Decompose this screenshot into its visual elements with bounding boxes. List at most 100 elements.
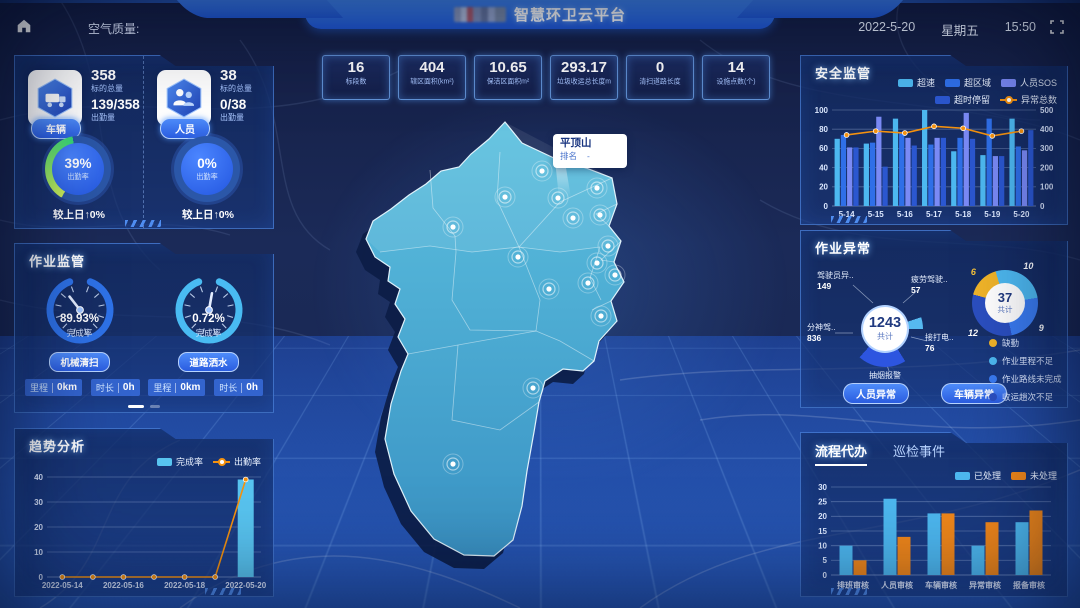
kpi-label: 辖区面积(km²): [410, 77, 454, 86]
map-marker[interactable]: [604, 264, 626, 286]
map-marker[interactable]: [494, 186, 516, 208]
kpi-box: 10.65 保洁区面积m²: [474, 55, 542, 100]
svg-text:5-17: 5-17: [926, 210, 943, 219]
vehicle-card: [28, 70, 82, 126]
kpi-box: 14 设施点数(个): [702, 55, 770, 100]
map-region[interactable]: [365, 121, 625, 557]
legend-item[interactable]: 缺勤: [989, 337, 1062, 349]
mileage-stat: 里程 0km: [25, 379, 82, 396]
kpi-label: 清扫道路长度: [639, 77, 681, 86]
svg-text:5-19: 5-19: [984, 210, 1001, 219]
kpi-value: 16: [347, 59, 365, 76]
person-total-label: 标的总量: [220, 84, 252, 93]
map-marker[interactable]: [522, 377, 544, 399]
person-attendance: 人员 38 标的总量 0/38 出勤量 0% 出勤率 较上日↑0%: [143, 56, 272, 228]
svg-text:5-20: 5-20: [1013, 210, 1030, 219]
map-marker[interactable]: [597, 235, 619, 257]
gauge-label: 完成率: [66, 328, 93, 338]
vehicle-tag[interactable]: 车辆: [31, 118, 81, 139]
duration-stat: 时长 0h: [214, 379, 263, 396]
gauge-mechanical: 89.93% 完成率 机械清扫: [38, 268, 122, 372]
map-marker[interactable]: [586, 252, 608, 274]
tab-pending-processes[interactable]: 流程代办: [815, 441, 867, 466]
person-abnormal-button[interactable]: 人员异常: [843, 383, 909, 404]
kpi-value: 10.65: [489, 59, 527, 76]
svg-text:0: 0: [1040, 202, 1045, 211]
svg-text:5: 5: [823, 556, 828, 565]
map-marker[interactable]: [442, 216, 464, 238]
legend-item[interactable]: 异常总数: [1000, 93, 1057, 106]
legend-item[interactable]: 已处理: [955, 469, 1001, 482]
person-total: 1243: [868, 315, 902, 331]
gauge-value: 0.72%: [192, 313, 225, 325]
safety-chart: 0 20 40 60 80 100 0 100 200 300 400 500 5-14 5-15 5-16…: [806, 104, 1062, 225]
kpi-value: 14: [727, 59, 745, 76]
gauge-tag[interactable]: 道路洒水: [178, 352, 238, 372]
donut-value-label: 12: [968, 328, 979, 339]
legend-item[interactable]: 完成率: [157, 455, 203, 468]
gauge-tag[interactable]: 机械清扫: [49, 352, 109, 372]
kpi-label: 标段数: [345, 77, 367, 86]
kpi-value: 404: [419, 59, 445, 76]
legend-item[interactable]: 超区域: [945, 76, 991, 89]
legend-item[interactable]: 出勤率: [213, 455, 261, 468]
operation-panel: 作业监管 89.93% 完成率 机械清扫 0.72% 完成率 道路洒水 里程 0k…: [14, 243, 274, 413]
map-marker[interactable]: [590, 305, 612, 327]
date-text: 2022-5-20: [858, 20, 916, 34]
panel-title: 安全监管: [815, 66, 872, 81]
fullscreen-button[interactable]: [1050, 20, 1064, 39]
attendance-panel: 车辆 358 标的总量 139/358 出勤量 39% 出勤率 较上日↑0%: [14, 55, 274, 229]
home-button[interactable]: [15, 17, 33, 40]
map-marker[interactable]: [577, 272, 599, 294]
vehicle-total: 358: [91, 67, 117, 84]
panel-title: 趋势分析: [29, 439, 86, 454]
fullscreen-icon: [1050, 20, 1064, 34]
panel-deco: [125, 220, 161, 227]
up-arrow-icon: ↑: [213, 209, 219, 221]
svg-text:80: 80: [819, 125, 828, 134]
carousel-dot-active[interactable]: [128, 405, 144, 408]
abnormal-panel: 作业异常 1243 共计 驾驶员异.. 149 疲劳驾驶.. 57 分神驾.. 836…: [800, 230, 1068, 408]
map-marker[interactable]: [531, 160, 553, 182]
svg-text:车辆审核: 车辆审核: [925, 580, 957, 590]
map-marker[interactable]: [507, 246, 529, 268]
legend-item[interactable]: 收运趟次不足: [989, 391, 1062, 403]
svg-text:30: 30: [34, 498, 43, 507]
map-marker[interactable]: [442, 453, 464, 475]
map-markers: [442, 160, 626, 475]
header-band: 智慧环卫云平台: [305, 0, 775, 29]
vehicle-total: 37: [997, 290, 1013, 305]
tasks-panel: 流程代办 巡检事件 已处理 未处理 0 5 10 15 20 25 30 排班审核 人员审核 车辆审…: [800, 432, 1068, 597]
svg-text:10: 10: [34, 548, 43, 557]
map-marker[interactable]: [562, 207, 584, 229]
person-tag[interactable]: 人员: [160, 118, 210, 139]
svg-text:排班审核: 排班审核: [837, 580, 869, 590]
kpi-box: 16 标段数: [322, 55, 390, 100]
svg-text:5-14: 5-14: [839, 210, 856, 219]
carousel-dot[interactable]: [150, 405, 160, 408]
panel-deco: [831, 588, 867, 595]
district-borders: [379, 151, 622, 431]
svg-text:500: 500: [1040, 106, 1054, 115]
legend-item[interactable]: 超时停留: [935, 93, 990, 106]
map-marker[interactable]: [589, 204, 611, 226]
legend-item[interactable]: 超速: [898, 76, 935, 89]
map-marker[interactable]: [586, 177, 608, 199]
svg-text:60: 60: [819, 144, 828, 153]
trend-chart: 0 10 20 30 40 2022-05-14 2022-05-16 2022-05-18 2…: [21, 469, 267, 596]
legend-item[interactable]: 作业里程不足: [989, 355, 1062, 367]
map-marker[interactable]: [538, 278, 560, 300]
legend-item[interactable]: 作业路线未完成: [989, 373, 1062, 385]
legend-item[interactable]: 人员SOS: [1001, 76, 1057, 89]
donut-label: 驾驶员异.. 149: [817, 271, 854, 291]
tooltip-rank-label: 排名: [560, 151, 578, 161]
person-trend: 较上日↑0%: [182, 209, 234, 221]
weekday-text: 星期五: [941, 24, 979, 38]
legend-item[interactable]: 未处理: [1011, 469, 1057, 482]
vehicle-donut-legend: 缺勤作业里程不足 作业路线未完成 收运趟次不足: [989, 337, 1062, 403]
up-arrow-icon: ↑: [84, 209, 90, 221]
svg-text:2022-05-14: 2022-05-14: [42, 581, 83, 590]
tasks-chart: 0 5 10 15 20 25 30 排班审核 人员审核 车辆审核 异常审核 报备审核: [809, 481, 1059, 596]
tab-inspection-events[interactable]: 巡检事件: [893, 444, 946, 459]
